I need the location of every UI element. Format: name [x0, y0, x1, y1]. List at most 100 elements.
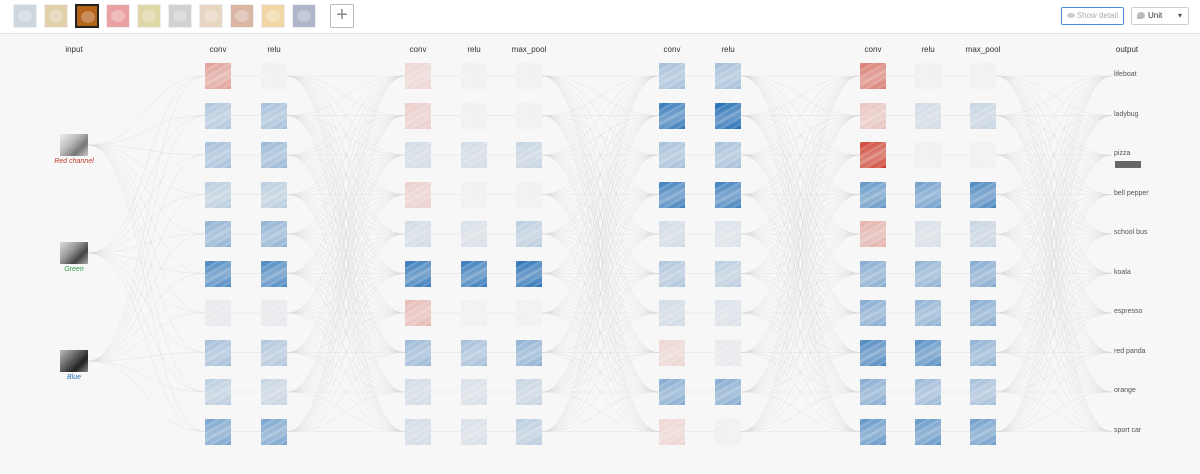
unit-dropdown[interactable]: Unit ▾: [1131, 7, 1189, 25]
activation-tile-conv4[interactable]: [860, 181, 886, 208]
activation-tile-conv1[interactable]: [205, 339, 231, 366]
activation-tile-conv2[interactable]: [405, 418, 431, 445]
activation-tile-relu2[interactable]: [461, 260, 487, 287]
thumbnail-sport-car[interactable]: [292, 4, 316, 28]
activation-tile-conv2[interactable]: [405, 63, 431, 89]
thumbnail-red-panda[interactable]: [230, 4, 254, 28]
activation-tile-relu4[interactable]: [915, 300, 941, 326]
activation-tile-pool4[interactable]: [970, 221, 996, 247]
activation-tile-conv1[interactable]: [205, 221, 231, 247]
activation-tile-pool2[interactable]: [516, 260, 542, 287]
activation-tile-pool2[interactable]: [516, 63, 542, 89]
activation-tile-conv1[interactable]: [205, 63, 231, 89]
activation-tile-pool4[interactable]: [970, 102, 996, 129]
activation-tile-pool4[interactable]: [970, 260, 996, 287]
activation-tile-relu3[interactable]: [715, 418, 741, 445]
activation-tile-conv3[interactable]: [659, 379, 685, 405]
activation-tile-relu3[interactable]: [715, 181, 741, 208]
activation-tile-conv3[interactable]: [659, 142, 685, 168]
activation-tile-conv4[interactable]: [860, 379, 886, 405]
activation-tile-conv1[interactable]: [205, 300, 231, 326]
output-class-label[interactable]: bell pepper: [1114, 189, 1149, 197]
output-class-label[interactable]: orange: [1114, 387, 1136, 394]
activation-tile-conv4[interactable]: [860, 339, 886, 366]
activation-tile-relu3[interactable]: [715, 102, 741, 129]
activation-tile-pool2[interactable]: [516, 339, 542, 366]
thumbnail-lifeboat[interactable]: [13, 4, 37, 28]
thumbnail-espresso[interactable]: [199, 4, 223, 28]
activation-tile-relu2[interactable]: [461, 181, 487, 208]
activation-tile-relu1[interactable]: [261, 418, 287, 445]
activation-tile-conv1[interactable]: [205, 102, 231, 129]
activation-tile-relu3[interactable]: [715, 379, 741, 405]
output-class-label[interactable]: sport car: [1114, 426, 1142, 434]
activation-tile-conv1[interactable]: [205, 142, 231, 168]
activation-tile-conv4[interactable]: [860, 260, 886, 287]
activation-tile-relu1[interactable]: [261, 221, 287, 247]
activation-tile-conv1[interactable]: [205, 181, 231, 208]
activation-tile-conv2[interactable]: [405, 181, 431, 208]
activation-tile-relu1[interactable]: [261, 181, 287, 208]
activation-tile-conv1[interactable]: [205, 418, 231, 445]
activation-tile-conv3[interactable]: [659, 63, 685, 89]
activation-tile-pool2[interactable]: [516, 221, 542, 247]
output-class-label[interactable]: pizza: [1114, 150, 1131, 157]
activation-tile-conv3[interactable]: [659, 221, 685, 247]
activation-tile-conv2[interactable]: [405, 260, 431, 287]
output-class-label[interactable]: koala: [1114, 268, 1131, 276]
activation-tile-pool4[interactable]: [970, 379, 996, 405]
activation-tile-conv2[interactable]: [405, 300, 431, 326]
activation-tile-pool4[interactable]: [970, 63, 996, 89]
activation-tile-pool4[interactable]: [970, 300, 996, 326]
output-class-label[interactable]: red panda: [1114, 347, 1146, 355]
activation-tile-relu1[interactable]: [261, 339, 287, 366]
activation-tile-relu1[interactable]: [261, 142, 287, 168]
activation-tile-conv3[interactable]: [659, 102, 685, 129]
activation-tile-pool2[interactable]: [516, 418, 542, 445]
activation-tile-conv4[interactable]: [860, 300, 886, 326]
activation-tile-relu2[interactable]: [461, 102, 487, 129]
activation-tile-relu3[interactable]: [715, 221, 741, 247]
activation-tile-relu3[interactable]: [715, 339, 741, 366]
thumbnail-bell-pepper[interactable]: [106, 4, 130, 28]
activation-tile-pool4[interactable]: [970, 339, 996, 366]
activation-tile-conv4[interactable]: [860, 142, 886, 168]
activation-tile-pool4[interactable]: [970, 181, 996, 208]
activation-tile-pool2[interactable]: [516, 142, 542, 168]
output-class-label[interactable]: ladybug: [1114, 110, 1139, 118]
activation-tile-conv4[interactable]: [860, 63, 886, 89]
activation-tile-conv3[interactable]: [659, 181, 685, 208]
activation-tile-conv4[interactable]: [860, 221, 886, 247]
add-image-button[interactable]: +: [330, 4, 354, 28]
thumbnail-pizza[interactable]: [75, 4, 99, 28]
activation-tile-relu4[interactable]: [915, 260, 941, 287]
activation-tile-relu4[interactable]: [915, 102, 941, 129]
activation-tile-relu4[interactable]: [915, 418, 941, 445]
activation-tile-conv3[interactable]: [659, 418, 685, 445]
activation-tile-conv3[interactable]: [659, 300, 685, 326]
activation-tile-conv4[interactable]: [860, 418, 886, 445]
activation-tile-pool2[interactable]: [516, 102, 542, 129]
show-detail-button[interactable]: Show detail: [1061, 7, 1124, 25]
activation-tile-relu4[interactable]: [915, 63, 941, 89]
input-channel-image[interactable]: [60, 350, 88, 372]
activation-tile-relu2[interactable]: [461, 142, 487, 168]
input-channel-image[interactable]: [60, 134, 88, 156]
activation-tile-conv3[interactable]: [659, 260, 685, 287]
activation-tile-conv1[interactable]: [205, 260, 231, 287]
thumbnail-koala[interactable]: [168, 4, 192, 28]
activation-tile-conv3[interactable]: [659, 339, 685, 366]
activation-tile-relu2[interactable]: [461, 63, 487, 89]
activation-tile-conv1[interactable]: [205, 379, 231, 405]
activation-tile-pool4[interactable]: [970, 142, 996, 168]
activation-tile-relu1[interactable]: [261, 63, 287, 89]
activation-tile-pool4[interactable]: [970, 418, 996, 445]
activation-tile-relu2[interactable]: [461, 221, 487, 247]
activation-tile-conv2[interactable]: [405, 339, 431, 366]
activation-tile-relu4[interactable]: [915, 379, 941, 405]
activation-tile-relu4[interactable]: [915, 142, 941, 168]
activation-tile-relu4[interactable]: [915, 221, 941, 247]
thumbnail-school-bus[interactable]: [137, 4, 161, 28]
activation-tile-pool2[interactable]: [516, 181, 542, 208]
activation-tile-relu1[interactable]: [261, 300, 287, 326]
